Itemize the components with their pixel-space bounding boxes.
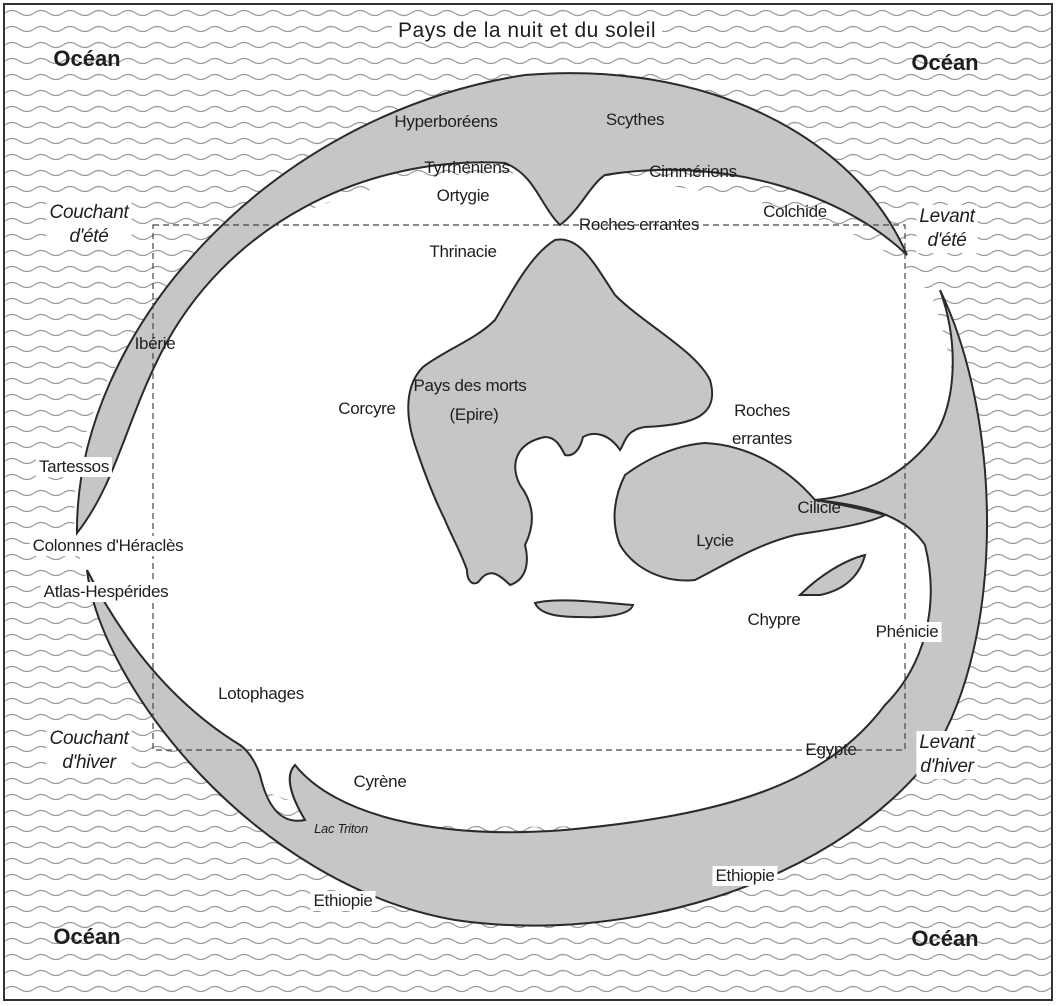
couchant-ete-line1: Couchant — [49, 202, 129, 223]
map-frame: Pays de la nuit et du soleil Océan Océan… — [3, 3, 1053, 1001]
place-cyrene: Cyrène — [353, 772, 407, 791]
place-cilicie: Cilicie — [797, 498, 841, 517]
place-egypte: Egypte — [805, 740, 857, 759]
levant-ete-label: Levant d'été — [916, 205, 978, 253]
couchant-hiver-line2: d'hiver — [62, 752, 116, 773]
place-lac-triton: Lac Triton — [314, 821, 368, 836]
place-colchide: Colchide — [763, 202, 827, 221]
levant-ete-line2: d'été — [927, 230, 967, 251]
crete-island — [533, 599, 635, 619]
place-chypre: Chypre — [747, 610, 801, 629]
ocean-label-top-right: Océan — [911, 50, 979, 75]
place-thrinacie: Thrinacie — [429, 242, 497, 261]
levant-hiver-label: Levant d'hiver — [916, 731, 978, 779]
place-ethiopie-east: Ethiopie — [712, 866, 778, 886]
cyprus-island — [797, 553, 867, 596]
asia-minor-land — [613, 441, 888, 582]
place-roches-errantes-north: Roches errantes — [578, 215, 700, 234]
place-epire: (Epire) — [449, 405, 499, 424]
place-tartessos: Tartessos — [35, 457, 113, 477]
levant-hiver-line1: Levant — [919, 732, 975, 753]
place-scythes: Scythes — [605, 110, 665, 129]
couchant-hiver-label: Couchant d'hiver — [46, 727, 132, 775]
place-ortygie: Ortygie — [436, 186, 490, 205]
ocean-label-top-left: Océan — [53, 46, 121, 71]
levant-hiver-line2: d'hiver — [920, 756, 974, 777]
place-tyrrheniens: Tyrrhéniens — [424, 158, 510, 177]
couchant-ete-label: Couchant d'été — [46, 201, 132, 249]
place-ethiopie-west: Ethiopie — [310, 891, 376, 911]
dashed-known-world — [152, 224, 906, 751]
northern-land — [75, 72, 908, 536]
place-hyperboreens: Hyperboréens — [394, 112, 498, 131]
couchant-hiver-line1: Couchant — [49, 728, 129, 749]
place-roches-errantes-east-1: Roches — [734, 401, 790, 420]
ocean-label-bottom-left: Océan — [53, 924, 121, 949]
place-roches-errantes-east-2: errantes — [732, 429, 792, 448]
place-atlas-hesperides: Atlas-Hespérides — [40, 582, 172, 602]
place-iberie: Ibérie — [134, 334, 176, 353]
place-cimmeriens: Cimmériens — [649, 162, 737, 181]
place-colonnes-heracles: Colonnes d'Héraclès — [29, 536, 187, 556]
greece-land — [407, 238, 714, 587]
levant-ete-line1: Levant — [919, 206, 975, 227]
ocean-label-bottom-right: Océan — [911, 926, 979, 951]
map-canvas — [5, 5, 1051, 999]
map-title: Pays de la nuit et du soleil — [392, 20, 662, 41]
couchant-ete-line2: d'été — [69, 226, 109, 247]
place-corcyre: Corcyre — [338, 399, 396, 418]
place-phenicie: Phénicie — [872, 622, 942, 642]
place-lotophages: Lotophages — [218, 684, 304, 703]
place-lycie: Lycie — [696, 531, 734, 550]
place-pays-des-morts: Pays des morts — [413, 376, 527, 395]
